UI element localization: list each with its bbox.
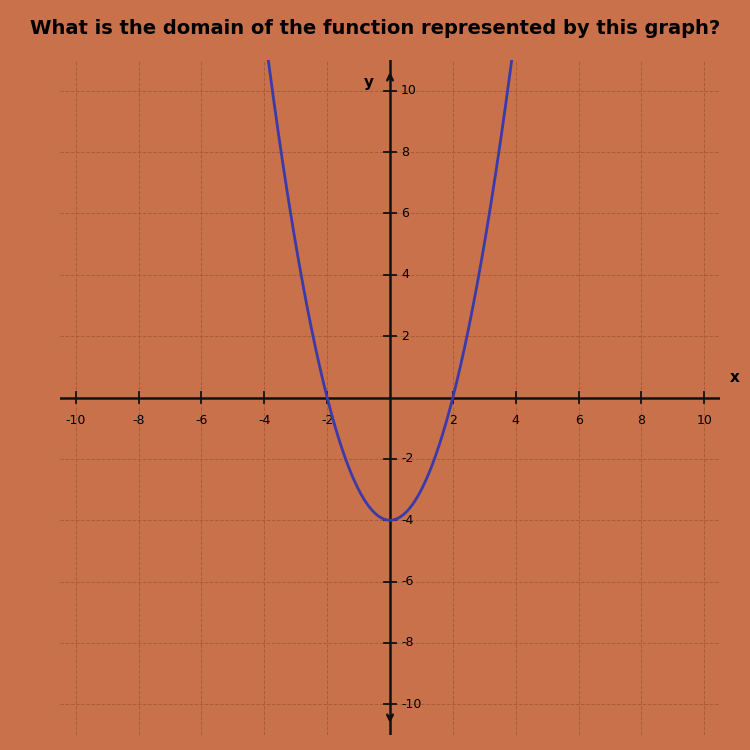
Text: -10: -10 (65, 414, 86, 428)
Text: -4: -4 (258, 414, 271, 428)
Text: 6: 6 (574, 414, 583, 428)
Text: -8: -8 (132, 414, 145, 428)
Text: 10: 10 (401, 84, 417, 98)
Text: x: x (730, 370, 740, 386)
Text: y: y (364, 75, 374, 90)
Text: 8: 8 (401, 146, 409, 158)
Text: 6: 6 (401, 207, 409, 220)
Text: 10: 10 (696, 414, 712, 428)
Text: 8: 8 (638, 414, 646, 428)
Text: -8: -8 (401, 637, 413, 650)
Text: -6: -6 (401, 575, 413, 588)
Text: 2: 2 (401, 330, 409, 343)
Text: 4: 4 (512, 414, 520, 428)
Text: 4: 4 (401, 268, 409, 281)
Text: -2: -2 (321, 414, 333, 428)
Text: 2: 2 (449, 414, 457, 428)
Text: -10: -10 (401, 698, 422, 711)
Text: What is the domain of the function represented by this graph?: What is the domain of the function repre… (30, 19, 720, 38)
Text: -6: -6 (195, 414, 208, 428)
Text: -4: -4 (401, 514, 413, 526)
Text: -2: -2 (401, 452, 413, 465)
